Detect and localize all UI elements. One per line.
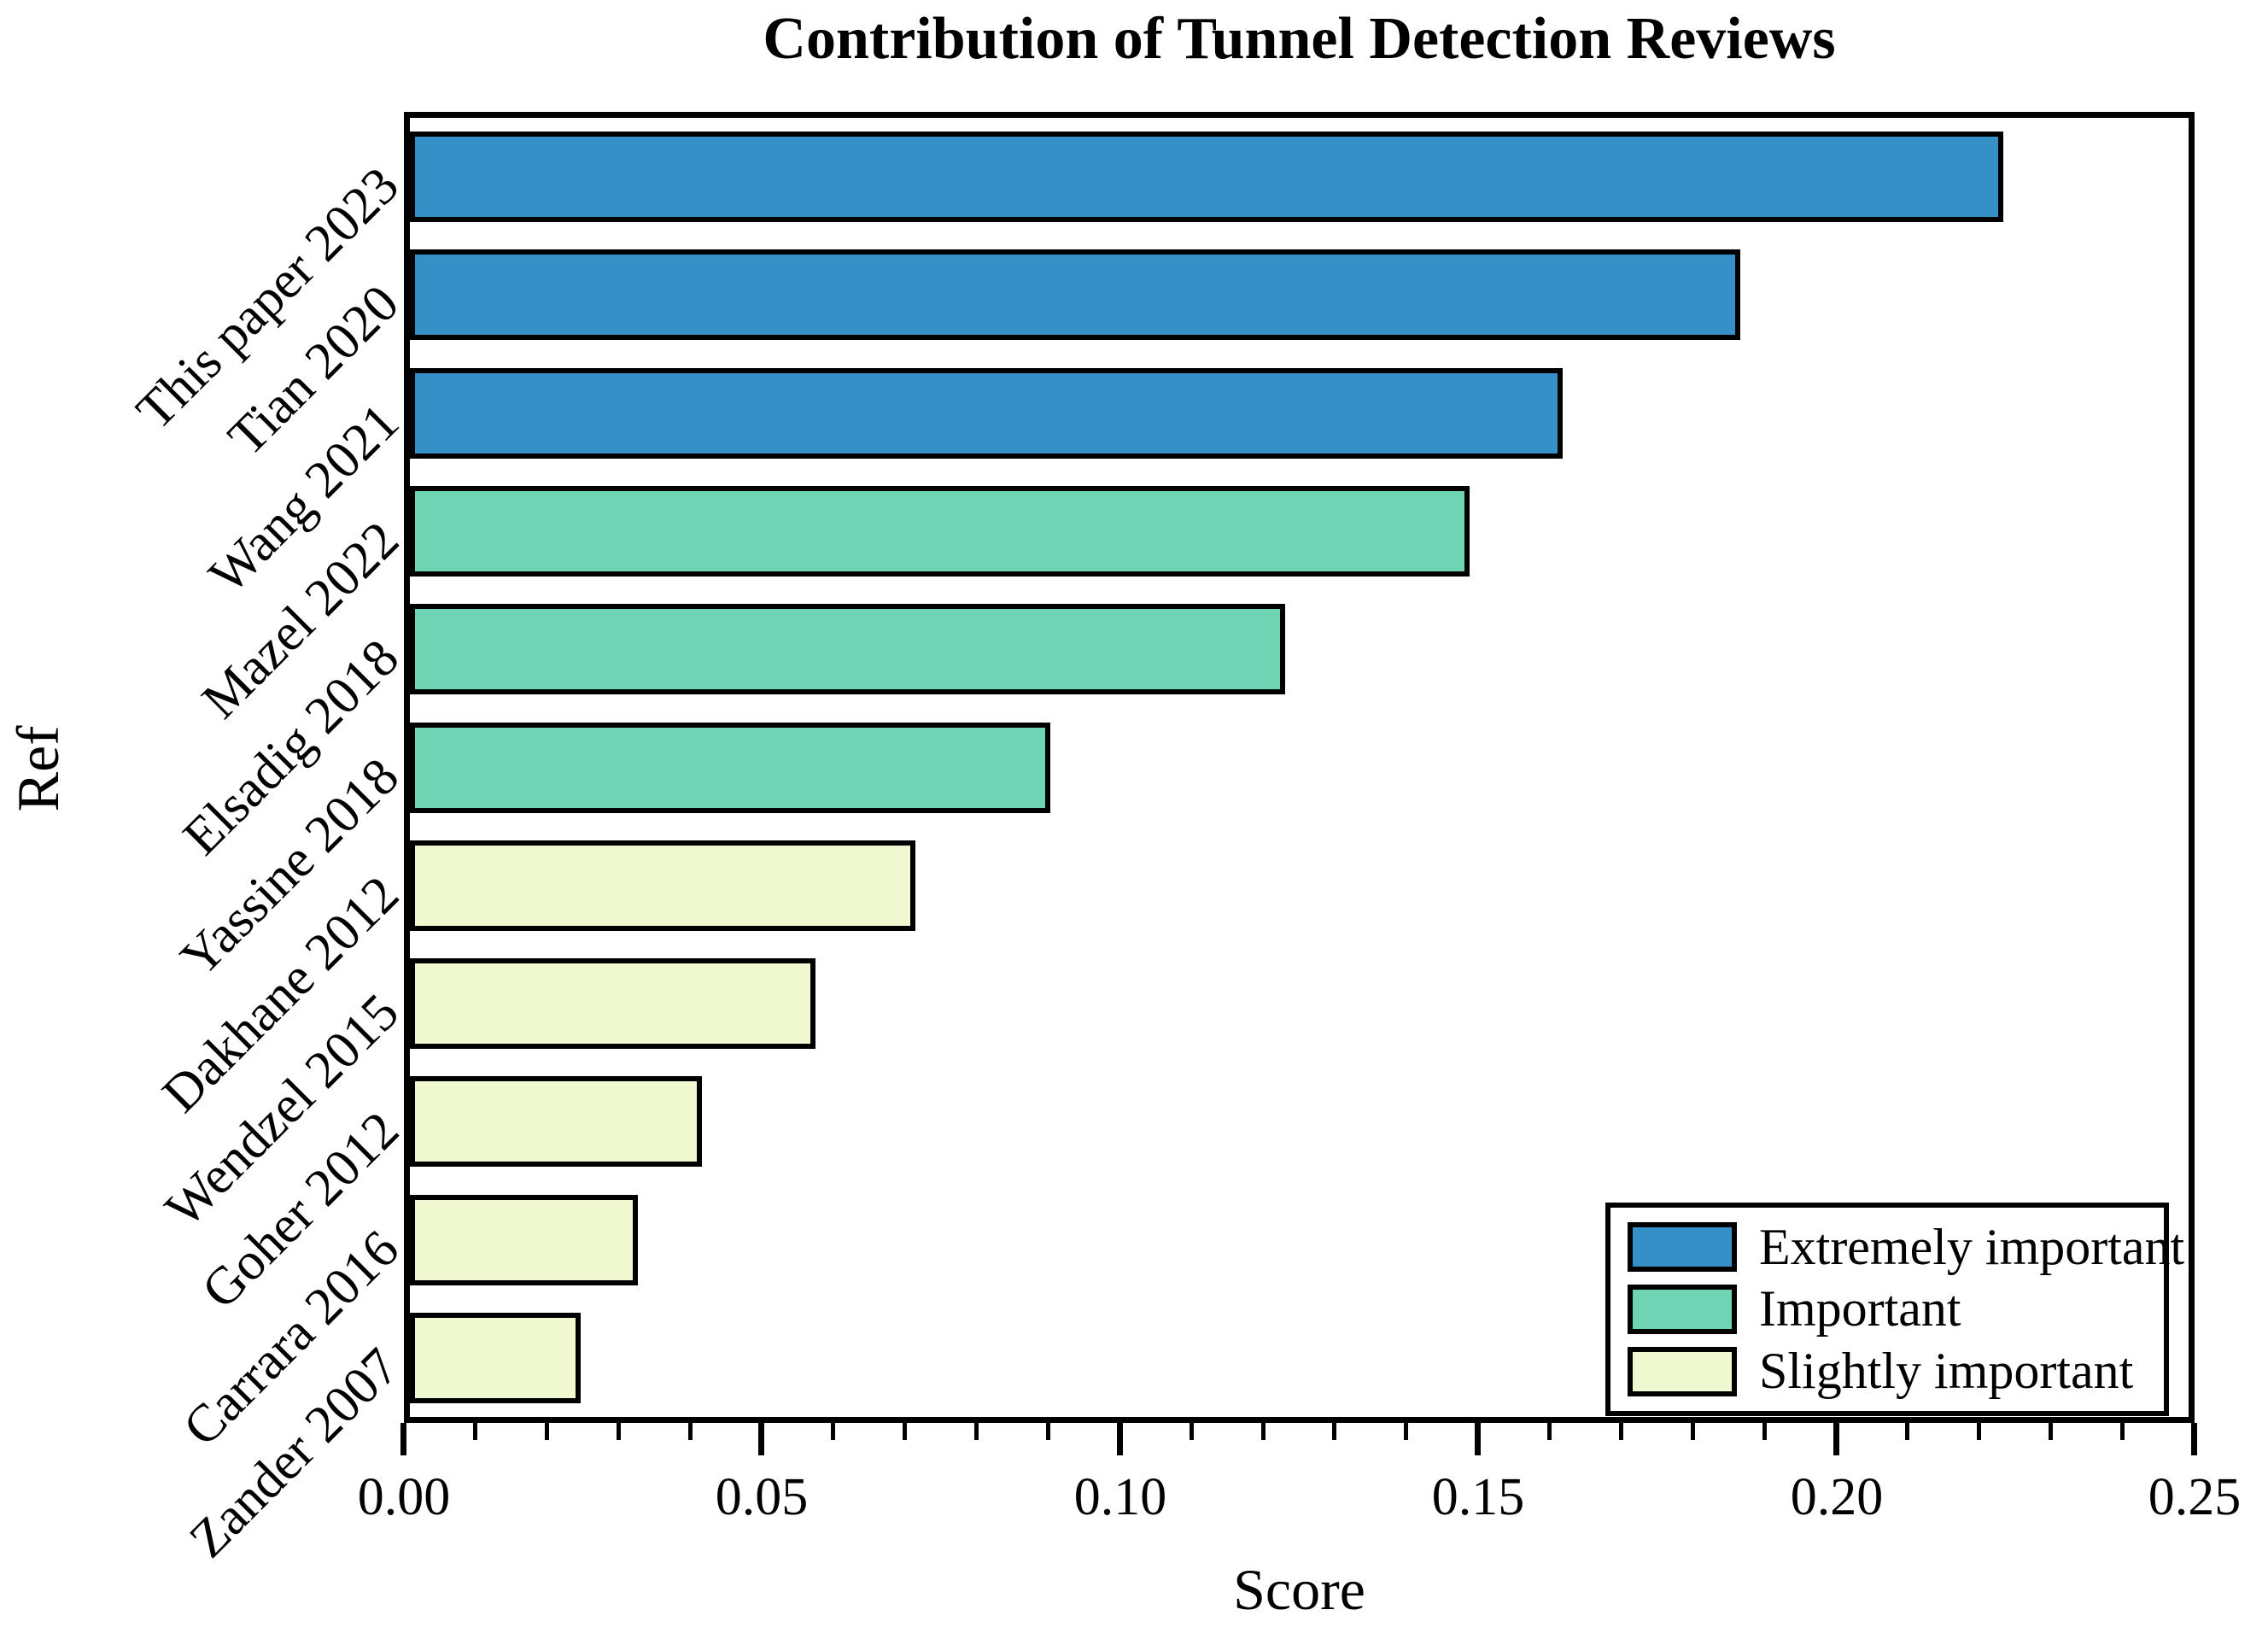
x-axis-minor-tick — [1977, 1423, 1981, 1440]
x-axis-minor-tick — [1905, 1423, 1909, 1440]
x-axis-minor-tick — [1691, 1423, 1695, 1440]
y-axis-title: Ref — [6, 725, 72, 812]
x-axis-minor-tick — [617, 1423, 621, 1440]
bar-wendzel-2015 — [410, 958, 815, 1049]
legend-label: Slightly important — [1759, 1343, 2134, 1400]
x-axis-minor-tick — [974, 1423, 979, 1440]
x-axis-tick-label: 0.20 — [1790, 1468, 1884, 1526]
x-axis-minor-tick — [1619, 1423, 1623, 1440]
x-axis-minor-tick — [1046, 1423, 1050, 1440]
legend-entry-slightly-important: Slightly important — [1628, 1342, 2164, 1401]
x-axis-minor-tick — [1762, 1423, 1767, 1440]
x-axis-minor-tick — [473, 1423, 477, 1440]
bar-tian-2020 — [410, 249, 1740, 340]
x-axis-minor-tick — [1332, 1423, 1336, 1440]
bar-dakhane-2012 — [410, 840, 915, 931]
x-axis-tick-label: 0.05 — [715, 1468, 809, 1526]
legend-entry-important: Important — [1628, 1279, 2164, 1338]
x-axis-minor-tick — [545, 1423, 549, 1440]
x-axis-major-tick — [400, 1423, 406, 1455]
x-axis-minor-tick — [831, 1423, 835, 1440]
bar-wang-2021 — [410, 368, 1563, 459]
x-axis-tick-label: 0.25 — [2148, 1468, 2242, 1526]
x-axis-minor-tick — [903, 1423, 907, 1440]
bar-yassine-2018 — [410, 723, 1050, 813]
x-axis-minor-tick — [1190, 1423, 1194, 1440]
x-axis-minor-tick — [1547, 1423, 1552, 1440]
x-axis-tick-label: 0.15 — [1431, 1468, 1525, 1526]
legend-swatch-extremely-important — [1628, 1222, 1737, 1273]
x-axis-major-tick — [1833, 1423, 1839, 1455]
plot-area — [404, 112, 2195, 1423]
legend-entry-extremely-important: Extremely important — [1628, 1218, 2184, 1277]
x-axis-major-tick — [758, 1423, 764, 1455]
x-axis-minor-tick — [2120, 1423, 2125, 1440]
x-axis-minor-tick — [688, 1423, 693, 1440]
bar-carrara-2016 — [410, 1195, 638, 1285]
bar-this-paper-2023 — [410, 132, 2003, 222]
bar-goher-2012 — [410, 1076, 702, 1167]
x-axis-tick-label: 0.10 — [1073, 1468, 1167, 1526]
legend-swatch-slightly-important — [1628, 1346, 1737, 1396]
legend-label: Extremely important — [1759, 1218, 2185, 1275]
legend-swatch-important — [1628, 1284, 1737, 1334]
x-axis-minor-tick — [2049, 1423, 2053, 1440]
x-axis-major-tick — [1475, 1423, 1481, 1455]
x-axis-tick-label: 0.00 — [357, 1468, 451, 1526]
bar-elsadig-2018 — [410, 604, 1285, 694]
bar-zander-2007 — [410, 1313, 581, 1403]
legend-label: Important — [1759, 1280, 1961, 1338]
x-axis-major-tick — [2191, 1423, 2197, 1455]
legend: Extremely important Important Slightly i… — [1605, 1203, 2184, 1416]
x-axis-title: Score — [1233, 1557, 1365, 1622]
x-axis-minor-tick — [1261, 1423, 1266, 1440]
x-axis-major-tick — [1117, 1423, 1123, 1455]
x-axis-minor-tick — [1404, 1423, 1408, 1440]
chart-title: Contribution of Tunnel Detection Reviews — [763, 6, 1836, 72]
bar-mazel-2022 — [410, 486, 1470, 577]
